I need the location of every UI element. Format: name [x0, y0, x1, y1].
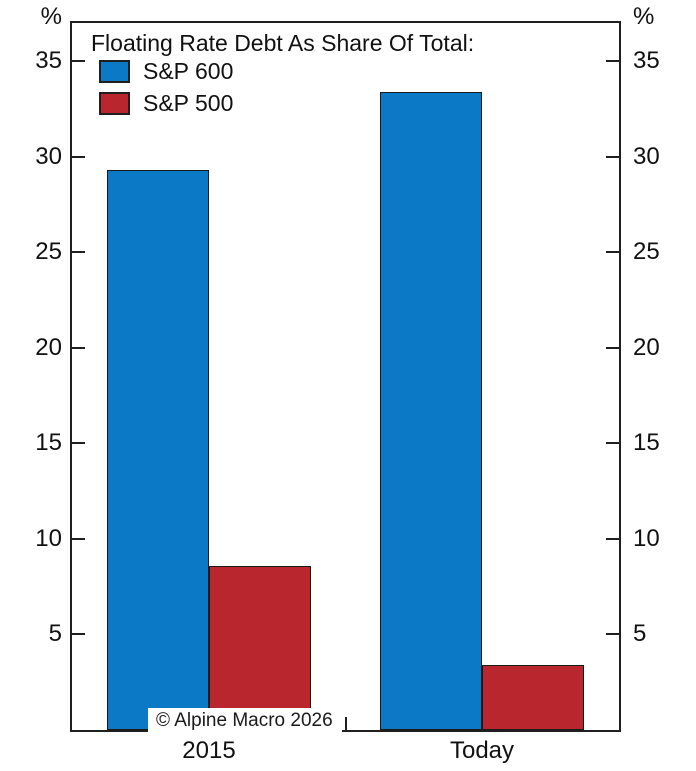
ytick-label-left-20: 20 [35, 333, 62, 361]
ytick-label-right-35: 35 [633, 47, 660, 75]
ytick-label-right-20: 20 [633, 333, 660, 361]
ytick-label-left-5: 5 [48, 620, 62, 648]
ytick-mark-left-10 [72, 537, 85, 540]
legend-label-sp600: S&P 600 [143, 58, 234, 84]
legend-swatch-sp600 [99, 60, 130, 83]
ytick-mark-right-5 [606, 633, 619, 636]
x-label-today: Today [449, 737, 515, 764]
ytick-mark-right-10 [606, 537, 619, 540]
bar-sp600-today [380, 92, 483, 730]
ytick-label-left-30: 30 [35, 142, 62, 170]
copyright-note: © Alpine Macro 2026 [148, 708, 342, 735]
bar-sp500-2015 [208, 566, 311, 730]
ytick-label-left-15: 15 [35, 429, 62, 457]
legend-swatch-sp500 [99, 92, 130, 115]
ytick-label-right-15: 15 [633, 429, 660, 457]
legend-item-sp600: S&P 600 [99, 58, 233, 85]
ytick-mark-right-20 [606, 346, 619, 349]
ytick-mark-left-20 [72, 346, 85, 349]
ytick-mark-left-15 [72, 442, 85, 445]
ytick-mark-left-5 [72, 633, 85, 636]
legend-item-sp500: S&P 500 [99, 90, 233, 117]
ytick-mark-left-25 [72, 251, 85, 254]
ytick-label-left-25: 25 [35, 238, 62, 266]
y-axis-unit-left: % [40, 3, 62, 30]
ytick-label-right-25: 25 [633, 238, 660, 266]
ytick-mark-right-25 [606, 251, 619, 254]
ytick-label-right-5: 5 [633, 620, 647, 648]
ytick-mark-right-30 [606, 155, 619, 158]
bar-sp500-today [482, 665, 585, 730]
x-label-2015: 2015 [182, 737, 236, 764]
ytick-mark-left-35 [72, 60, 85, 63]
bar-sp600-2015 [106, 170, 209, 730]
legend-label-sp500: S&P 500 [143, 90, 234, 116]
y-axis-unit-right: % [633, 3, 655, 30]
ytick-mark-right-15 [606, 442, 619, 445]
chart-title: Floating Rate Debt As Share Of Total: [91, 30, 475, 56]
ytick-mark-right-35 [606, 60, 619, 63]
ytick-label-right-10: 10 [633, 524, 660, 552]
ytick-label-left-10: 10 [35, 524, 62, 552]
plot-area: © Alpine Macro 2026 [70, 21, 621, 735]
ytick-label-left-35: 35 [35, 47, 62, 75]
xtick-mark-center [344, 717, 347, 730]
ytick-mark-left-30 [72, 155, 85, 158]
ytick-label-right-30: 30 [633, 142, 660, 170]
